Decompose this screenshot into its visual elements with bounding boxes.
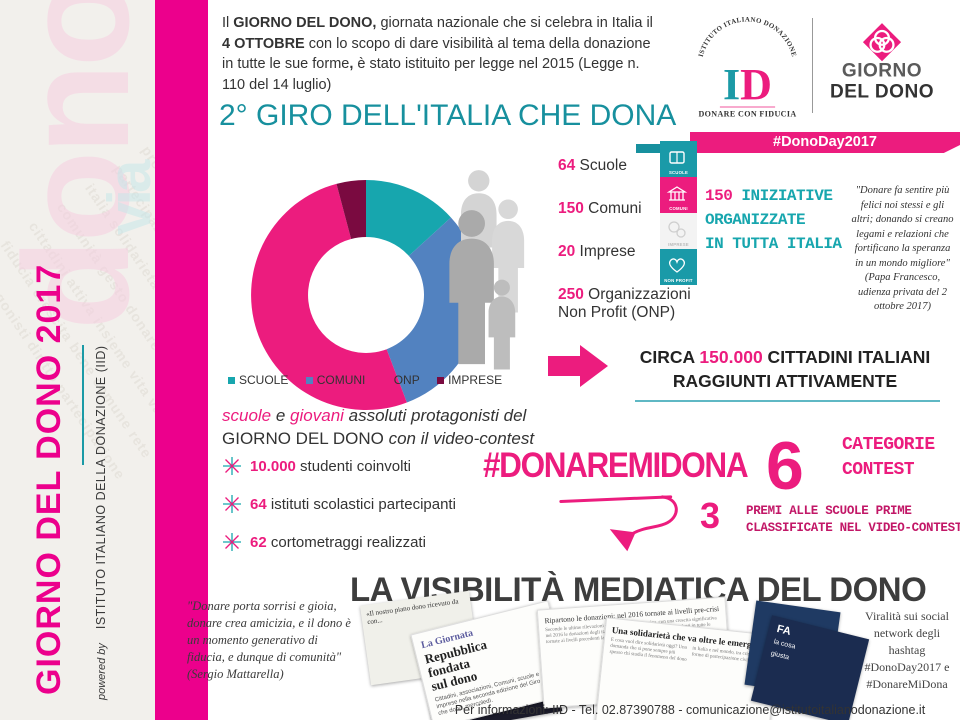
svg-text:ID: ID	[723, 60, 772, 109]
svg-text:ISTITUTO ITALIANO DONAZIONE: ISTITUTO ITALIANO DONAZIONE	[698, 16, 797, 57]
svg-text:DEL DONO: DEL DONO	[830, 82, 934, 103]
svg-text:DONARE CON FIDUCIA: DONARE CON FIDUCIA	[698, 110, 796, 119]
svg-text:GIORNO: GIORNO	[842, 61, 922, 82]
